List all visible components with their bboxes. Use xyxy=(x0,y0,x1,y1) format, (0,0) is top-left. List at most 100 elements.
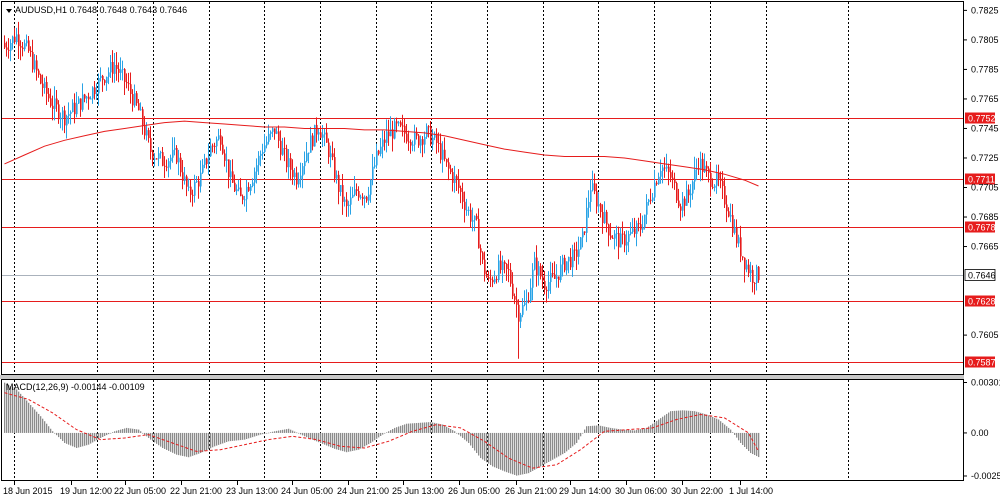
macd-histogram-bar xyxy=(12,387,14,433)
macd-histogram-bar xyxy=(620,429,622,433)
macd-histogram-bar xyxy=(156,432,158,444)
macd-histogram-bar xyxy=(410,423,412,433)
macd-histogram-bar xyxy=(250,432,252,438)
macd-histogram-bar xyxy=(68,432,70,445)
candle-body xyxy=(346,199,348,207)
macd-histogram-bar xyxy=(598,425,600,433)
macd-histogram-bar xyxy=(548,432,550,462)
macd-histogram-bar xyxy=(50,428,52,433)
x-tick-label: 1 Jul 14:00 xyxy=(729,486,773,496)
x-tick-label: 22 Jun 05:00 xyxy=(114,486,166,496)
macd-histogram-bar xyxy=(84,432,86,446)
macd-histogram-bar xyxy=(464,432,466,440)
macd-histogram-bar xyxy=(476,432,478,454)
candle-body xyxy=(618,233,620,248)
candle-body xyxy=(358,190,360,198)
macd-tick-label: 0.00 xyxy=(971,428,989,438)
candle-body xyxy=(376,150,378,166)
macd-histogram-bar xyxy=(20,393,22,433)
candle-body xyxy=(220,135,222,145)
candle-body xyxy=(540,266,542,277)
macd-histogram-bar xyxy=(624,429,626,433)
candle-body xyxy=(418,135,420,146)
candle-body xyxy=(552,273,554,275)
candle-body xyxy=(26,40,28,44)
candle-body xyxy=(262,151,264,154)
candle-body xyxy=(490,278,492,280)
candle-body xyxy=(36,60,38,71)
candle-body xyxy=(692,181,694,194)
macd-histogram-bar xyxy=(718,419,720,433)
x-tick-label: 26 Jun 21:00 xyxy=(505,486,557,496)
macd-histogram-bar xyxy=(6,383,8,433)
macd-histogram-bar xyxy=(716,418,718,433)
macd-signal-line xyxy=(4,392,759,469)
macd-histogram-bar xyxy=(376,432,378,439)
candle-body xyxy=(488,277,490,279)
macd-histogram-bar xyxy=(378,432,380,438)
candle-body xyxy=(486,274,488,278)
candle-body xyxy=(492,279,494,283)
level-price-tag xyxy=(965,173,995,185)
candle-body xyxy=(700,158,702,170)
candle-body xyxy=(366,196,368,201)
macd-histogram-bar xyxy=(70,432,72,446)
candle-body xyxy=(606,211,608,225)
macd-histogram-bar xyxy=(242,432,244,440)
candle-body xyxy=(510,269,512,284)
panel-splitter[interactable] xyxy=(0,375,964,379)
macd-histogram-bar xyxy=(692,411,694,433)
macd-histogram-bar xyxy=(120,429,122,433)
candle-body xyxy=(410,142,412,146)
level-price-tag xyxy=(965,295,995,307)
candle-body xyxy=(186,176,188,187)
macd-histogram-bar xyxy=(66,432,68,444)
macd-histogram-bar xyxy=(540,432,542,467)
candle-body xyxy=(330,153,332,158)
collapse-triangle-icon[interactable] xyxy=(6,9,12,13)
candle-body xyxy=(44,82,46,88)
macd-histogram-bar xyxy=(294,431,296,433)
macd-histogram-bar xyxy=(712,417,714,433)
macd-histogram-bar xyxy=(34,409,36,433)
candle-body xyxy=(484,259,486,275)
macd-histogram-bar xyxy=(638,429,640,433)
candle-body xyxy=(266,141,268,146)
level-price-label: 0.7587 xyxy=(968,358,996,368)
macd-histogram-bar xyxy=(682,410,684,433)
candle-body xyxy=(564,257,566,271)
current-price-label: 0.7646 xyxy=(968,271,996,281)
candle-body xyxy=(132,94,134,106)
macd-histogram-bar xyxy=(300,432,302,435)
candle-body xyxy=(546,289,548,292)
candle-body xyxy=(386,131,388,143)
candle-body xyxy=(516,299,518,305)
macd-histogram-bar xyxy=(48,426,50,433)
macd-histogram-bar xyxy=(744,432,746,448)
macd-panel-frame xyxy=(1,379,964,481)
macd-histogram-bar xyxy=(694,411,696,433)
candle-body xyxy=(754,282,756,284)
candle-body xyxy=(500,260,502,270)
candle-body xyxy=(222,144,224,154)
x-tick-label: 25 Jun 13:00 xyxy=(392,486,444,496)
candle-body xyxy=(524,302,526,306)
candle-body xyxy=(234,182,236,192)
macd-histogram-bar xyxy=(284,429,286,433)
macd-histogram-bar xyxy=(216,432,218,446)
candle-body xyxy=(102,75,104,81)
candle-body xyxy=(458,179,460,189)
macd-histogram-bar xyxy=(726,426,728,433)
macd-histogram-bar xyxy=(92,432,94,443)
candle-body xyxy=(20,46,22,48)
macd-histogram-bar xyxy=(416,423,418,433)
candle-body xyxy=(178,157,180,163)
candle-body xyxy=(368,194,370,201)
candle-body xyxy=(136,93,138,104)
candle-body xyxy=(152,152,154,160)
vertical-grid xyxy=(14,2,849,480)
candle-body xyxy=(582,231,584,238)
macd-histogram-bar xyxy=(686,410,688,433)
candle-body xyxy=(604,211,606,224)
macd-histogram-bar xyxy=(688,410,690,433)
